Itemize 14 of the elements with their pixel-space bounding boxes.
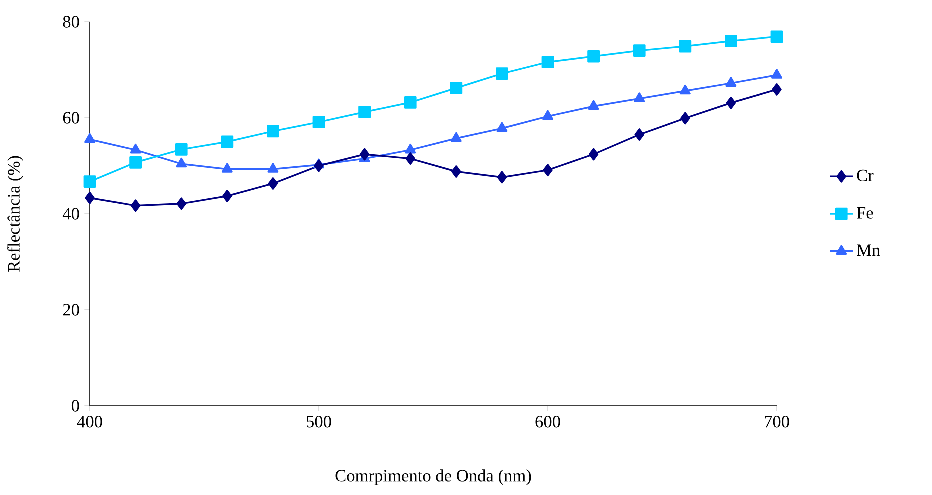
legend-label: Fe xyxy=(857,207,874,219)
legend-label: Mn xyxy=(857,244,880,256)
x-tick-label: 700 xyxy=(765,416,790,428)
y-tick-label: 80 xyxy=(63,16,80,28)
legend-label: Cr xyxy=(857,170,874,182)
y-tick-label: 60 xyxy=(63,112,80,124)
y-tick-label: 20 xyxy=(63,304,80,316)
y-axis-title: Reflectância (%) xyxy=(8,156,24,272)
x-tick-label: 600 xyxy=(536,416,560,428)
x-tick-label: 500 xyxy=(307,416,332,428)
y-tick-label: 40 xyxy=(62,208,80,220)
x-axis-title: Comrpimento de Onda (nm) xyxy=(336,470,532,486)
y-tick-label: 0 xyxy=(72,400,80,412)
x-tick-label: 400 xyxy=(77,416,102,428)
